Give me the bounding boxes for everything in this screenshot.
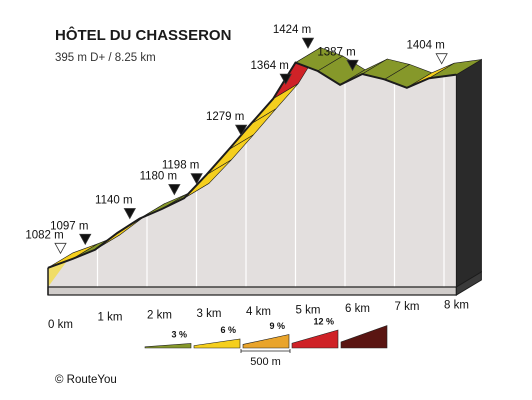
endpoint-marker-icon [54,242,67,255]
profile-layer [47,47,482,296]
profile-base-front [47,286,457,296]
legend-label: 9 % [269,321,285,331]
legend-swatch-6pct [193,338,241,349]
elevation-marker-icon [234,124,248,136]
km-tick-label: 5 km [296,305,321,317]
scale-bar-label: 500 m [250,356,281,368]
km-tick-label: 4 km [246,306,271,318]
elevation-marker-icon [168,184,181,196]
profile-start-face [48,252,73,287]
elevation-label: 1082 m [25,229,63,241]
elevation-marker-icon [301,37,315,49]
elevation-label: 1364 m [251,60,289,72]
km-tick-label: 0 km [48,319,73,331]
legend-label: 12 % [313,317,334,327]
elevation-label: 1279 m [206,111,244,123]
profile-end-face [455,58,482,288]
chart-title: HÔTEL DU CHASSERON [55,26,231,44]
km-tick-label: 1 km [98,311,123,323]
profile-front-edge [47,61,457,269]
elevation-marker-icon [79,233,92,246]
elevation-label: 1198 m [162,160,200,172]
elevation-label: 1424 m [273,24,311,36]
elevation-marker-icon [346,59,359,72]
legend-label: 3 % [171,330,187,340]
km-tick-label: 8 km [444,299,469,311]
km-tick-label: 7 km [395,301,420,313]
elevation-label: 1140 m [95,195,133,207]
elevation-marker-icon [123,208,136,220]
elevation-label: 1180 m [140,171,178,183]
chart-subtitle: 395 m D+ / 8.25 km [55,52,156,64]
elevation-marker-icon [279,73,292,85]
legend-label: 6 % [220,325,236,335]
elevation-label: 1387 m [317,46,355,58]
distance-axis: 0 km 1 km 2 km 3 km 4 km 5 km 6 km 7 km 8 km [48,299,469,331]
copyright-text: © RouteYou [55,374,117,386]
elevation-label: 1404 m [406,40,444,52]
legend-swatch-3pct [144,343,192,349]
profile-base-end-face [455,271,482,296]
km-tick-label: 3 km [197,308,222,320]
endpoint-marker-icon [435,53,448,65]
gradient-legend: 3 % 6 % 9 % 12 % 500 m [144,317,388,368]
elevation-marker-icon [190,173,203,185]
legend-swatch-9pct [242,334,290,349]
legend-swatch-15pct [340,325,388,349]
km-tick-label: 2 km [147,310,172,322]
elevation-label: 1097 m [50,220,88,232]
profile-side-face [48,62,457,287]
legend-swatch-12pct [291,329,339,349]
km-tick-label: 6 km [345,303,370,315]
